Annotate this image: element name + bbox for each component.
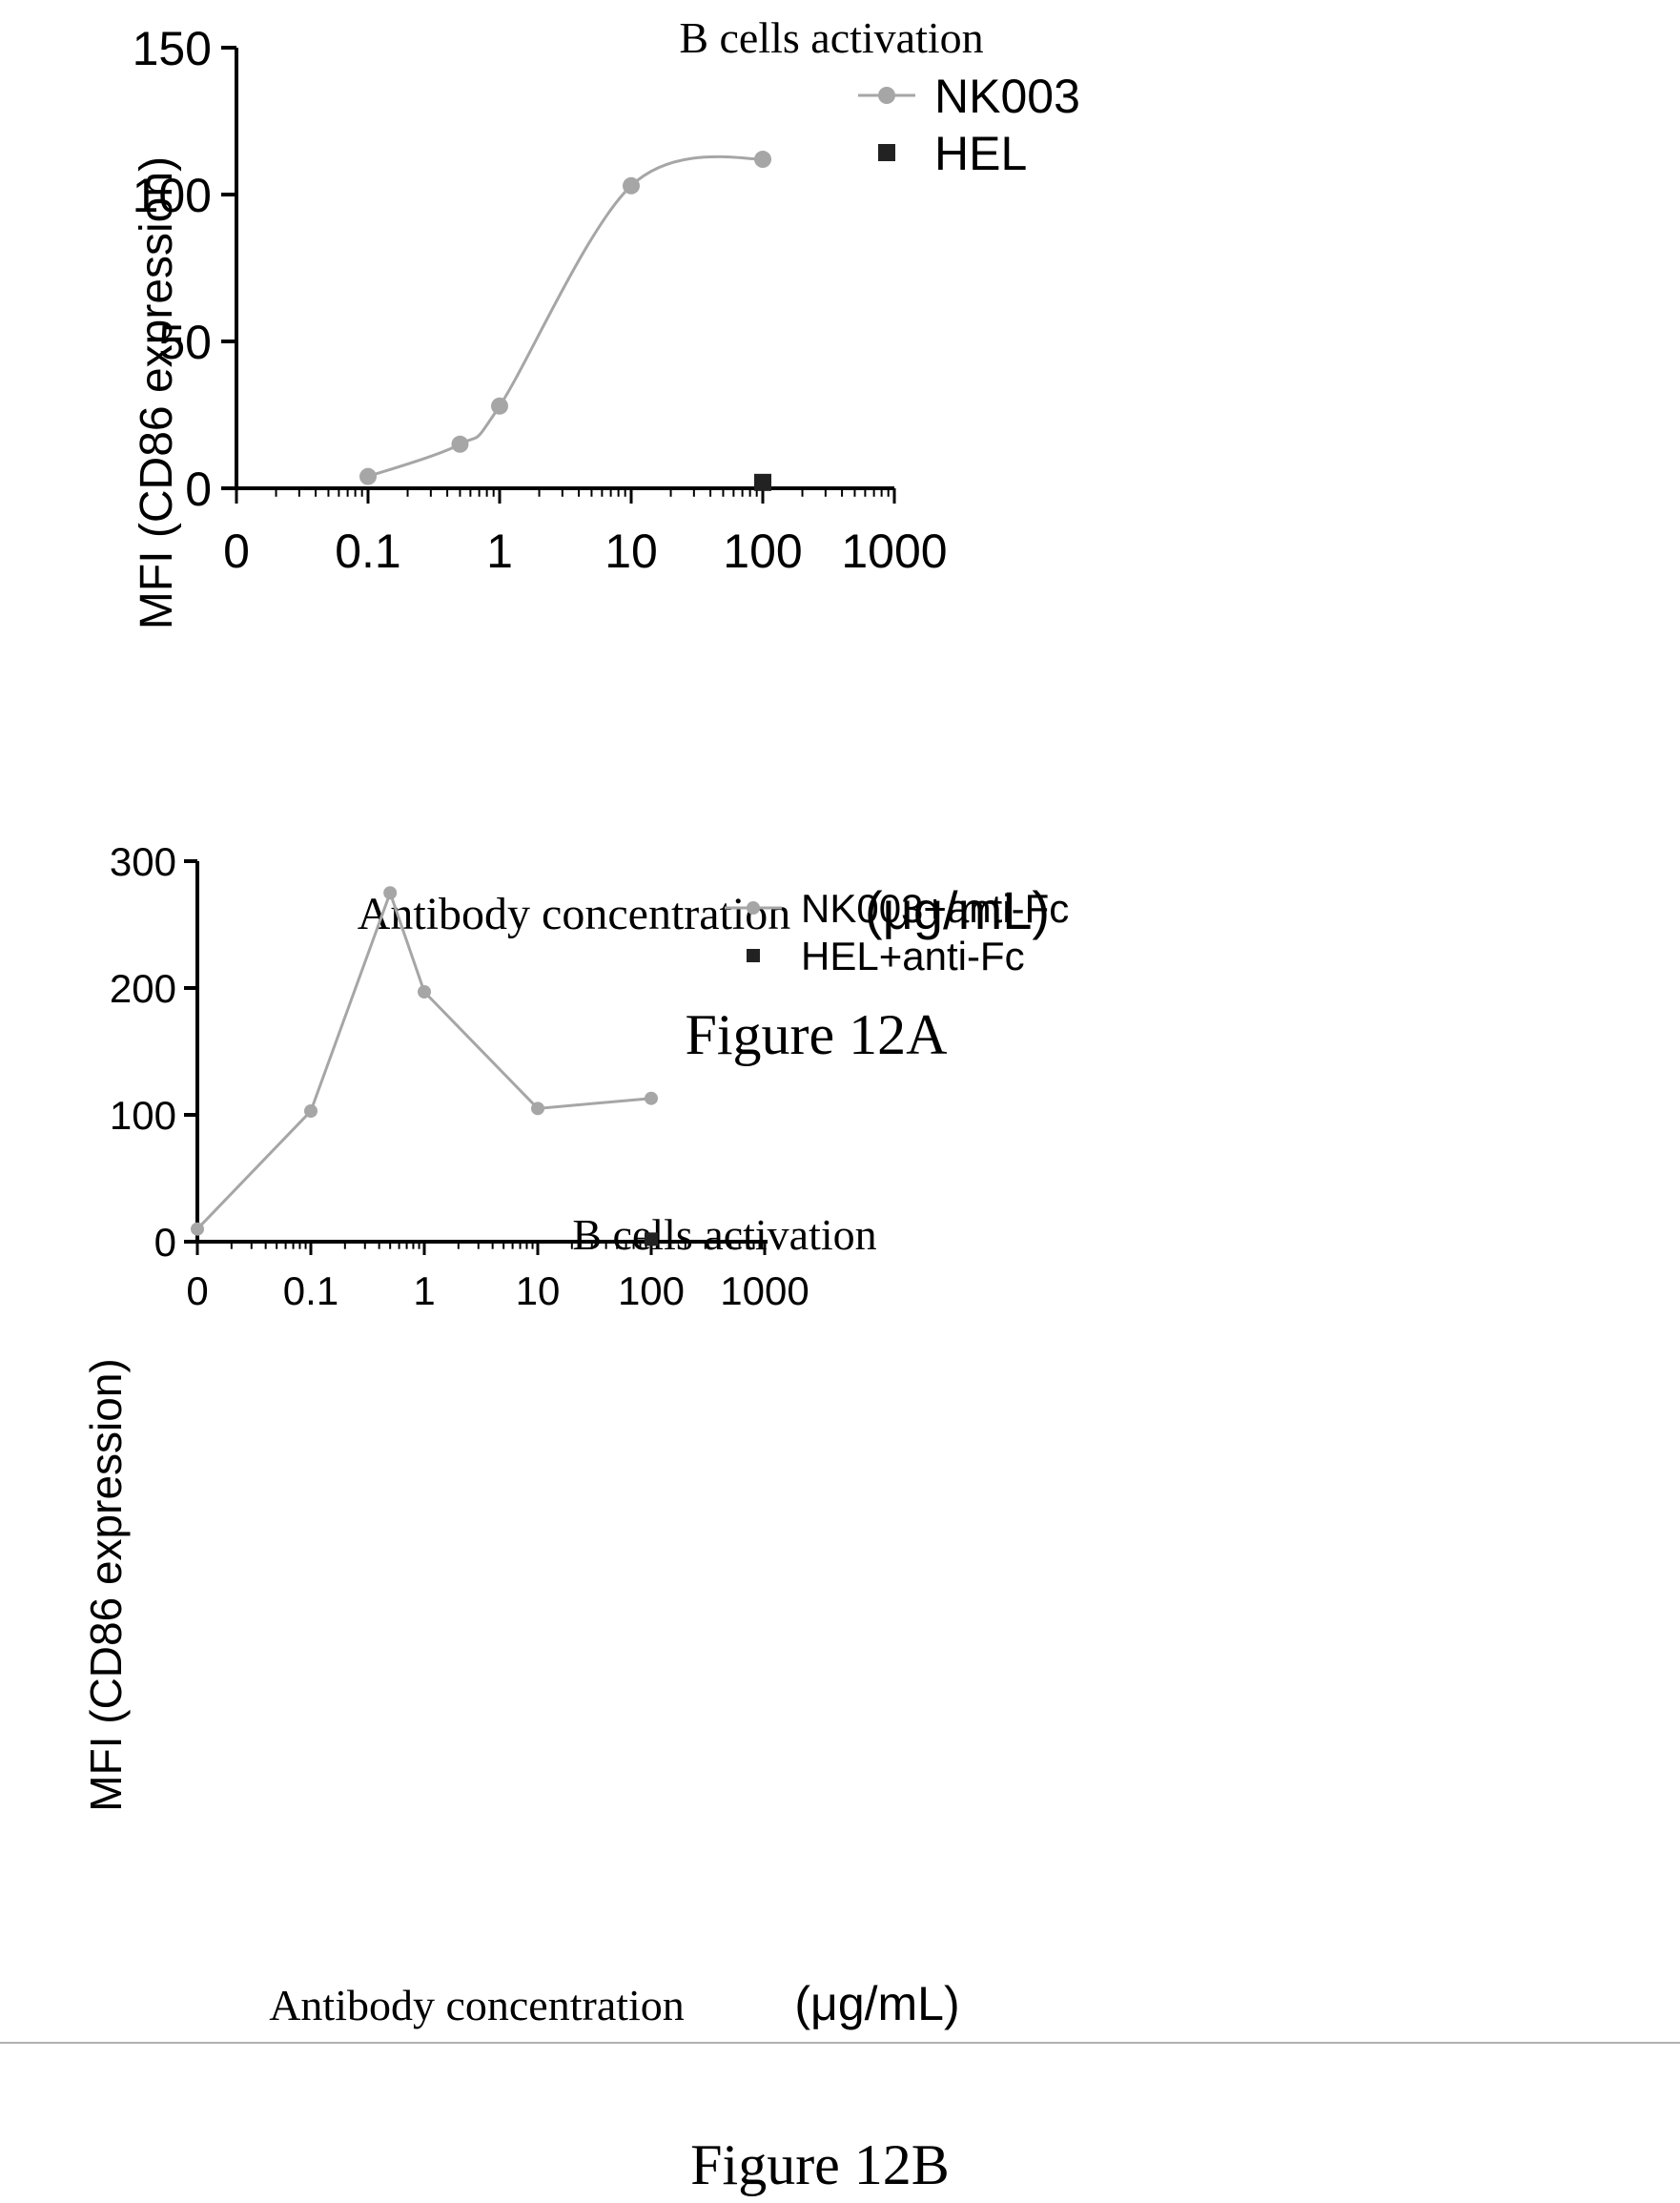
chart-12b-caption: Figure 12B [690,2133,950,2196]
chart-12b-x-tick-label: 0.1 [283,1268,338,1313]
chart-12b-y-axis-label: MFI (CD86 expression) [81,1358,131,1811]
chart-12b-y-tick-label: 0 [154,1220,176,1265]
chart-12a-data-point [623,176,640,195]
chart-12b-xunit: (μg/mL) [794,1977,959,2030]
chart-12a-axes: 0 50 100 150 0 0.1 1 10 100 1000 [133,22,948,578]
chart-12b-x-tick-label: 100 [618,1268,685,1313]
chart-12b-data-point [645,1091,658,1105]
chart-12a-legend-marker [878,144,895,161]
chart-12b-x-tick-label: 10 [516,1268,561,1313]
chart-12a-y-axis-label: MFI (CD86 expression) [132,156,182,629]
chart-12a-data-point [754,151,771,169]
chart-12b: B cells activation MFI (CD86 expression)… [81,839,1069,2196]
chart-12b-y-tick-label: 200 [110,966,176,1011]
chart-12a-marks [359,151,771,491]
chart-12b-x-tick-label: 1000 [720,1268,809,1313]
chart-12a-x-tick-label: 1000 [841,525,947,578]
chart-12a-x-tick-label: 100 [723,525,802,578]
chart-12b-data-point [418,984,431,999]
chart-12b-axes: 0 100 200 300 0 0.1 1 10 100 1000 [110,839,809,1313]
chart-12a-y-tick-label: 50 [158,316,212,369]
chart-12b-data-point [191,1222,204,1236]
chart-12a-legend-label: NK003 [934,70,1080,123]
chart-12a-ylabel: MFI (CD86 expression) [132,156,182,629]
chart-12b-legend-marker [747,949,760,962]
chart-12a-data-point-square [754,473,771,491]
chart-12a-title: B cells activation [679,13,983,62]
chart-12a-y-tick-label: 150 [133,22,212,75]
chart-12b-legend-label: NK003+anti-Fc [801,886,1069,931]
chart-12b-legend-marker [747,901,760,915]
chart-12b-data-point-square [645,1232,658,1246]
chart-12b-x-tick-label: 1 [413,1268,435,1313]
chart-12b-title: B cells activation [572,1210,876,1259]
chart-12a-xlabel: Antibody concentration [358,889,791,939]
chart-12a-series-0-line [367,154,764,479]
chart-12a-legend-marker [878,87,895,104]
chart-12b-data-point [304,1104,318,1119]
chart-12b-y-tick-label: 300 [110,839,176,884]
chart-12a-data-point [451,435,469,453]
chart-12a: B cells activation MFI (CD86 expression)… [132,13,1080,1066]
chart-12a-data-point [491,397,508,415]
chart-12a-data-point [359,467,377,485]
chart-12b-ylabel: MFI (CD86 expression) [81,1358,131,1811]
chart-12a-x-tick-label: 0.1 [335,525,401,578]
chart-12a-x-tick-label: 1 [486,525,513,578]
chart-12b-data-point [383,886,398,900]
chart-12b-legend-label: HEL+anti-Fc [801,934,1025,978]
chart-12a-caption: Figure 12A [686,1003,948,1066]
chart-12b-y-tick-label: 100 [110,1093,176,1138]
chart-12a-legend-label: HEL [934,127,1027,180]
chart-12b-xlabel: Antibody concentration [269,1981,685,2029]
chart-12b-x-tick-label: 0 [186,1268,208,1313]
chart-12b-series-0-line [195,888,652,1230]
chart-12b-data-point [531,1102,544,1116]
chart-12a-x-tick-label: 10 [604,525,658,578]
chart-12a-y-tick-label: 0 [185,463,212,516]
chart-12a-y-tick-label: 100 [133,169,212,222]
chart-12a-xlabel-text: Antibody concentration [358,889,791,939]
chart-12b-marks [191,886,658,1246]
chart-12a-xunit: (μg/mL) [865,880,1050,940]
chart-12a-x-tick-label: 0 [223,525,250,578]
